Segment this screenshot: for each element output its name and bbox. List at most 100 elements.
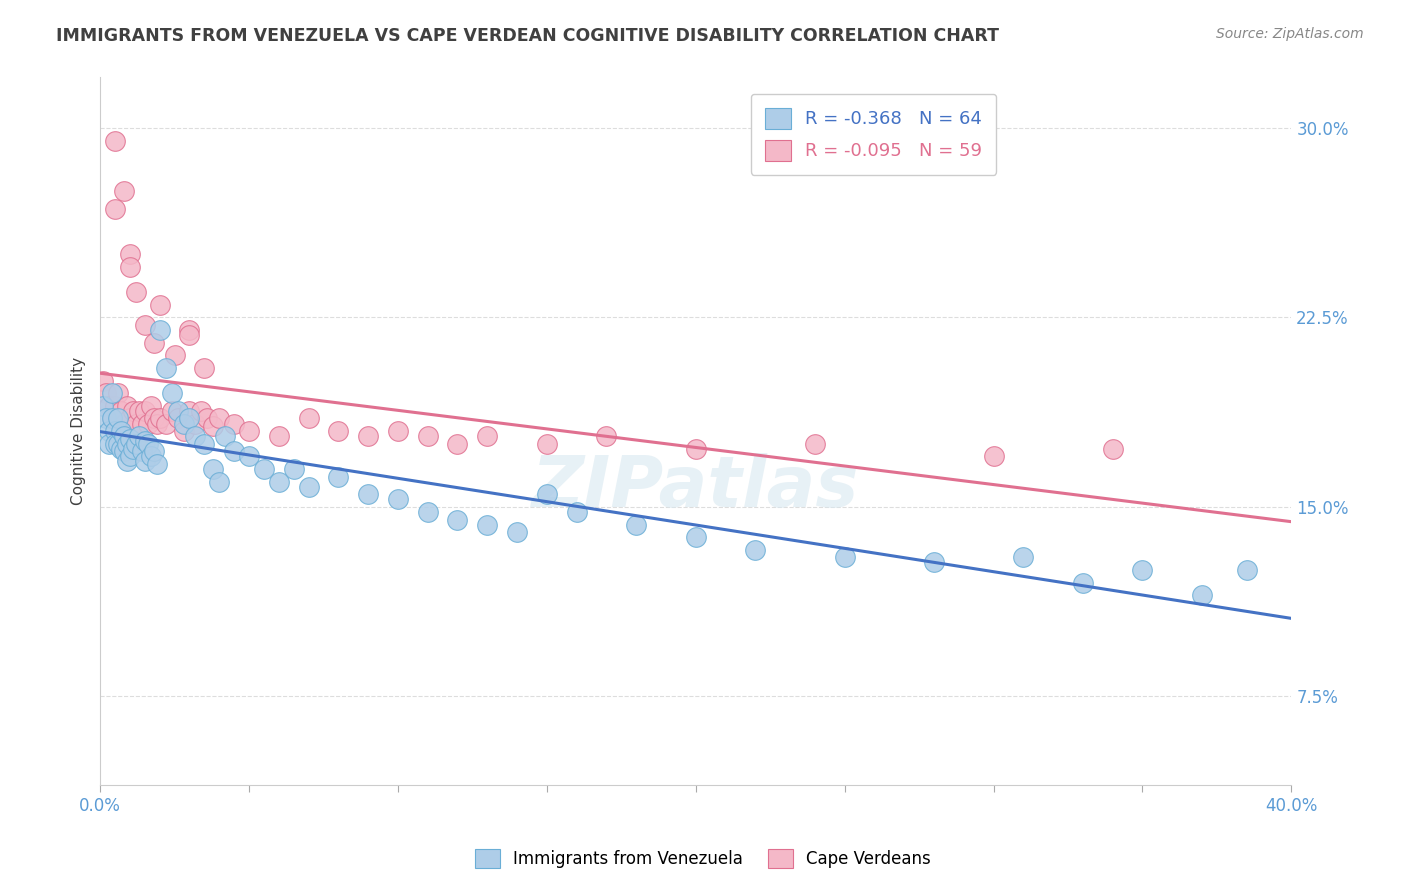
Point: [104, 436, 127, 450]
Point: [804, 436, 827, 450]
Point: [1071, 575, 1094, 590]
Point: [155, 417, 177, 431]
Point: [166, 404, 188, 418]
Point: [118, 411, 141, 425]
Point: [387, 424, 409, 438]
Text: IMMIGRANTS FROM VENEZUELA VS CAPE VERDEAN COGNITIVE DISABILITY CORRELATION CHART: IMMIGRANTS FROM VENEZUELA VS CAPE VERDEA…: [56, 27, 1000, 45]
Point: [297, 480, 319, 494]
Point: [983, 450, 1005, 464]
Point: [136, 436, 159, 450]
Point: [94, 411, 117, 425]
Point: [1101, 442, 1123, 456]
Point: [149, 411, 172, 425]
Point: [98, 399, 121, 413]
Point: [173, 424, 195, 438]
Point: [110, 442, 132, 456]
Point: [328, 424, 350, 438]
Point: [115, 399, 138, 413]
Point: [139, 399, 162, 413]
Point: [173, 417, 195, 431]
Point: [122, 442, 145, 456]
Point: [94, 386, 117, 401]
Point: [104, 424, 127, 438]
Point: [224, 417, 246, 431]
Point: [1132, 563, 1154, 577]
Point: [149, 298, 172, 312]
Point: [160, 386, 183, 401]
Point: [283, 462, 305, 476]
Point: [142, 411, 165, 425]
Point: [118, 260, 141, 274]
Point: [125, 436, 148, 450]
Point: [98, 424, 121, 438]
Point: [134, 434, 156, 449]
Point: [922, 556, 945, 570]
Point: [190, 404, 212, 418]
Point: [253, 462, 276, 476]
Point: [685, 442, 707, 456]
Text: Source: ZipAtlas.com: Source: ZipAtlas.com: [1216, 27, 1364, 41]
Point: [139, 450, 162, 464]
Point: [112, 444, 135, 458]
Point: [104, 399, 127, 413]
Point: [134, 404, 156, 418]
Point: [128, 404, 150, 418]
Point: [184, 429, 207, 443]
Point: [131, 417, 153, 431]
Point: [1191, 588, 1213, 602]
Point: [142, 444, 165, 458]
Point: [477, 517, 499, 532]
Point: [118, 247, 141, 261]
Point: [477, 429, 499, 443]
Point: [208, 475, 231, 489]
Point: [104, 202, 127, 216]
Point: [112, 429, 135, 443]
Point: [125, 285, 148, 300]
Point: [155, 360, 177, 375]
Point: [208, 411, 231, 425]
Point: [101, 386, 124, 401]
Point: [134, 318, 156, 332]
Point: [184, 417, 207, 431]
Point: [238, 450, 260, 464]
Point: [134, 454, 156, 468]
Y-axis label: Cognitive Disability: Cognitive Disability: [72, 357, 86, 505]
Point: [110, 424, 132, 438]
Point: [193, 436, 215, 450]
Point: [112, 417, 135, 431]
Point: [145, 417, 167, 431]
Point: [357, 487, 380, 501]
Point: [118, 432, 141, 446]
Point: [131, 444, 153, 458]
Legend: Immigrants from Venezuela, Cape Verdeans: Immigrants from Venezuela, Cape Verdeans: [468, 843, 938, 875]
Legend: R = -0.368   N = 64, R = -0.095   N = 59: R = -0.368 N = 64, R = -0.095 N = 59: [751, 94, 997, 175]
Point: [193, 360, 215, 375]
Point: [115, 454, 138, 468]
Point: [1012, 550, 1035, 565]
Point: [98, 436, 121, 450]
Point: [101, 411, 124, 425]
Point: [128, 429, 150, 443]
Point: [91, 399, 114, 413]
Point: [536, 487, 558, 501]
Point: [744, 542, 766, 557]
Point: [125, 417, 148, 431]
Point: [107, 436, 129, 450]
Point: [416, 429, 439, 443]
Point: [107, 411, 129, 425]
Point: [104, 134, 127, 148]
Point: [416, 505, 439, 519]
Point: [1236, 563, 1258, 577]
Point: [179, 404, 201, 418]
Point: [595, 429, 617, 443]
Point: [118, 450, 141, 464]
Point: [195, 411, 218, 425]
Point: [122, 404, 145, 418]
Point: [107, 386, 129, 401]
Point: [446, 436, 468, 450]
Point: [297, 411, 319, 425]
Point: [267, 475, 290, 489]
Point: [328, 469, 350, 483]
Point: [160, 404, 183, 418]
Point: [506, 525, 529, 540]
